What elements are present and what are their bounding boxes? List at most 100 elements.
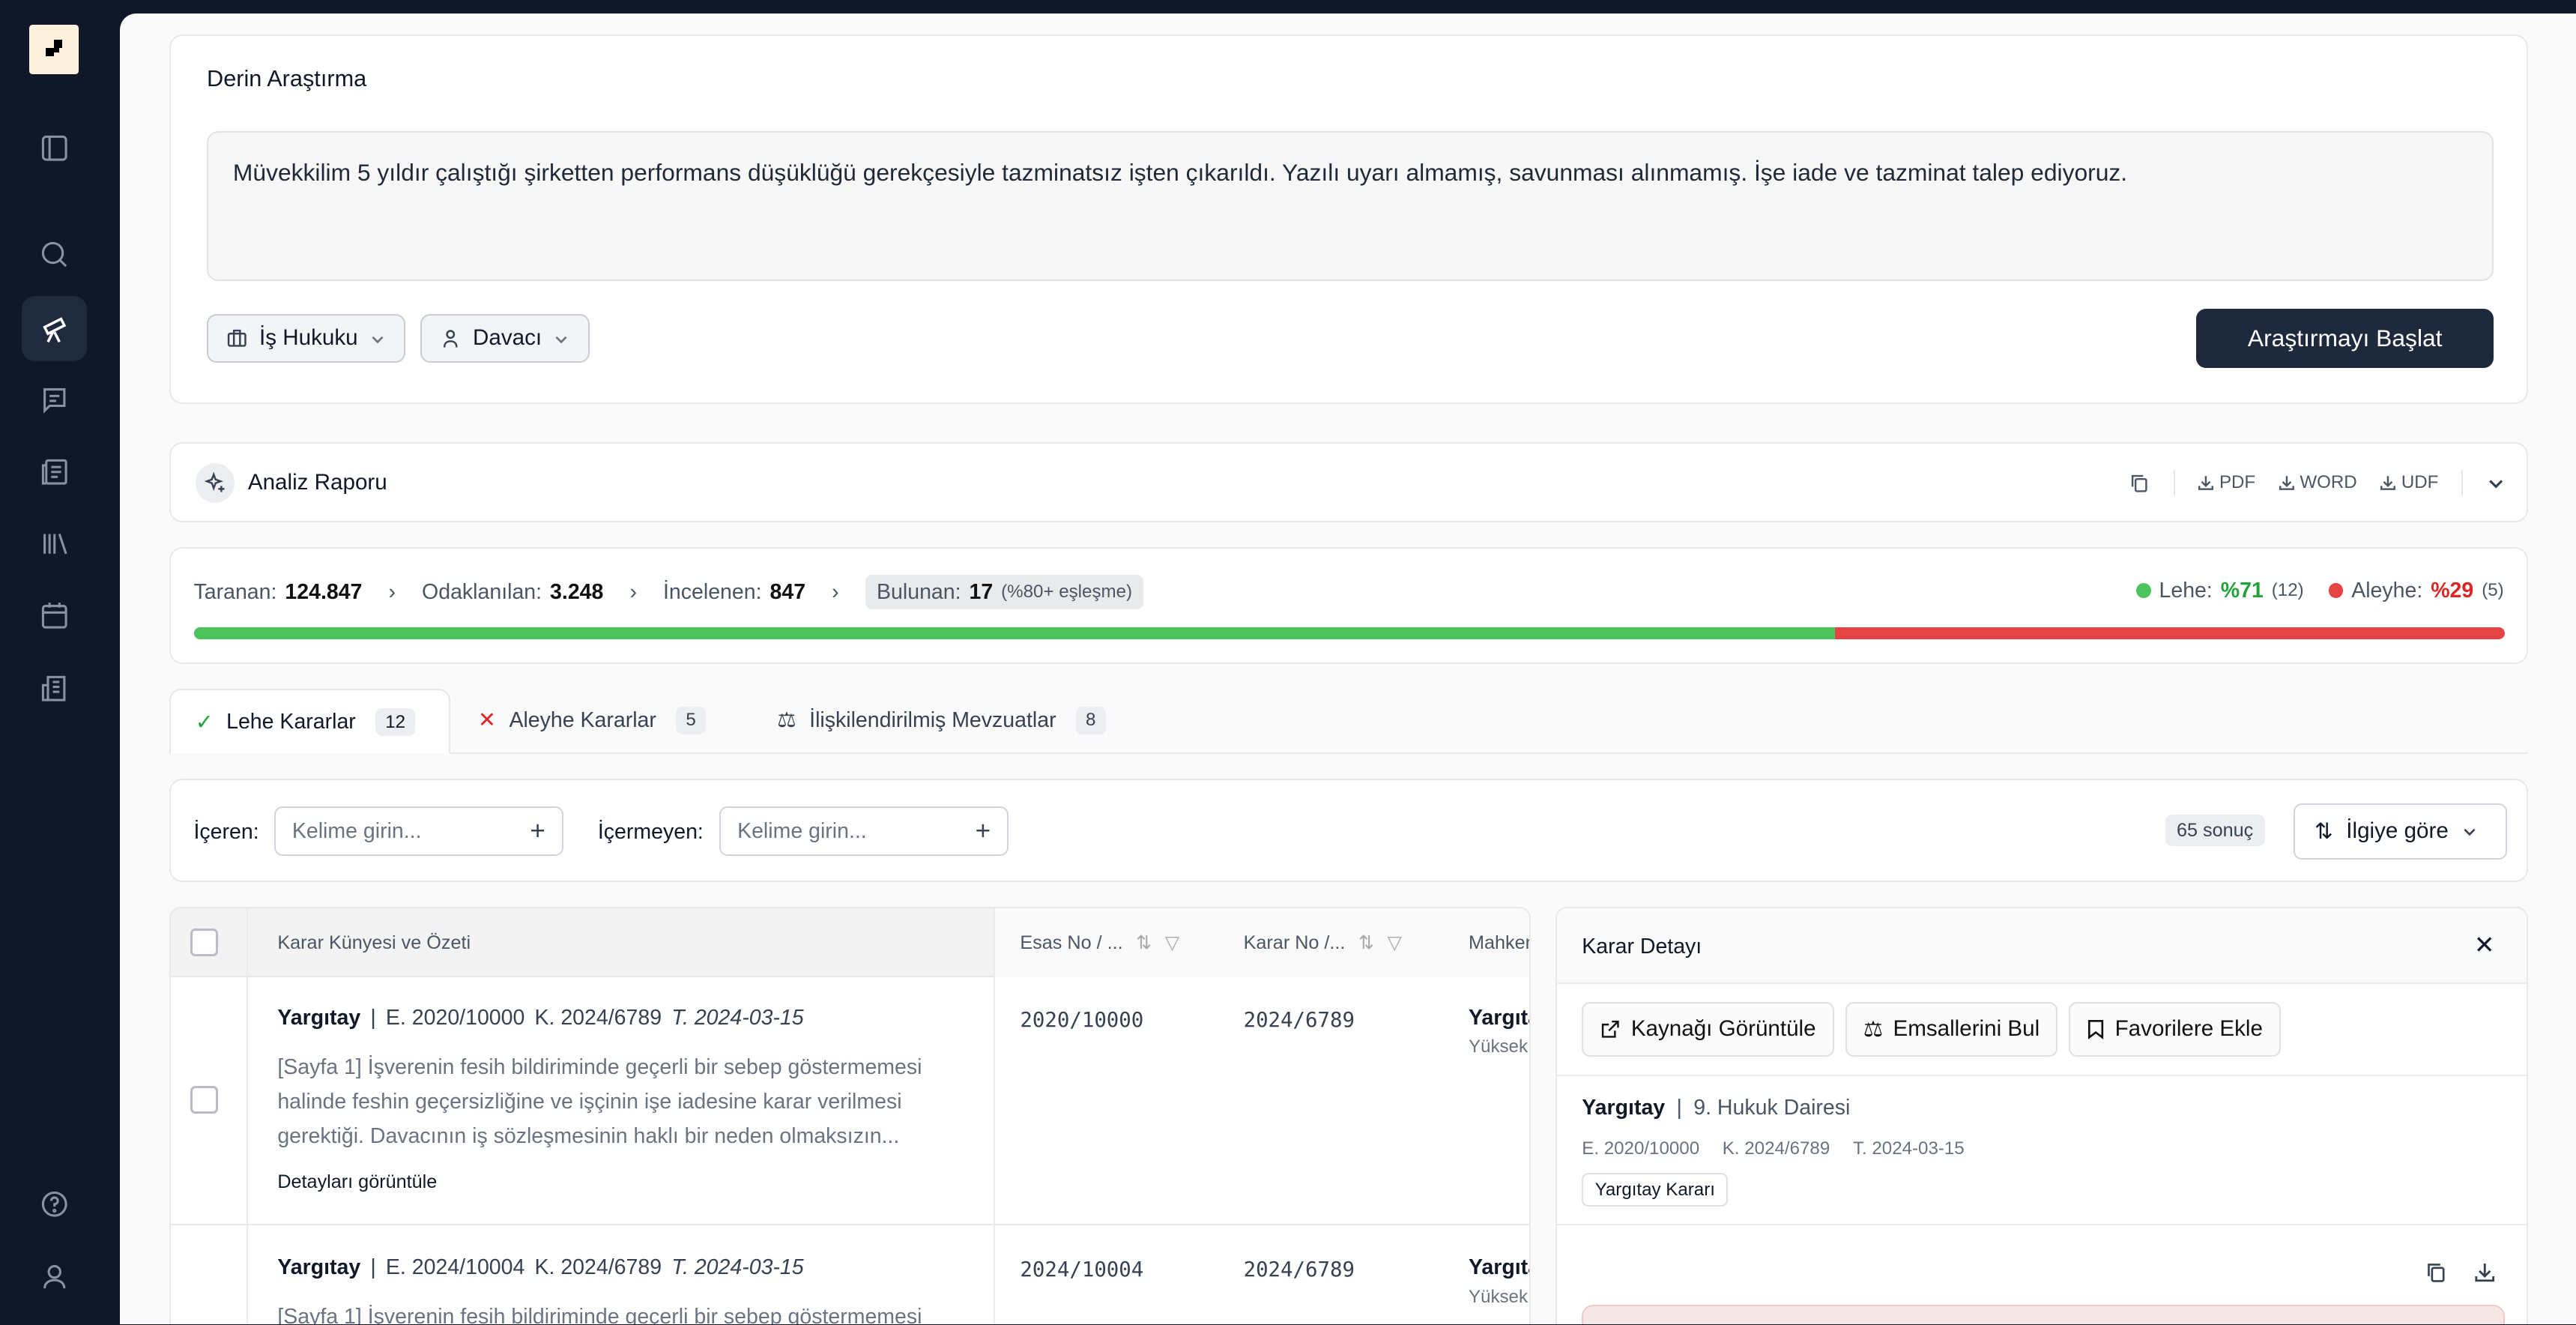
calendar-icon[interactable]: [22, 583, 88, 649]
found-note: (%80+ eşleşme): [1001, 582, 1133, 603]
chevron-down-icon: [372, 336, 384, 343]
plus-icon[interactable]: +: [530, 816, 545, 846]
row-esas: E. 2024/10004: [385, 1255, 525, 1279]
detail-chamber: 9. Hukuk Dairesi: [1693, 1096, 1851, 1120]
download-word-button[interactable]: WORD: [2279, 472, 2357, 493]
view-source-button[interactable]: Kaynağı Görüntüle: [1582, 1002, 1834, 1057]
download-icon[interactable]: [2474, 1261, 2496, 1284]
telescope-icon[interactable]: [21, 295, 88, 362]
download-udf-button[interactable]: UDF: [2380, 472, 2438, 493]
check-icon: ✓: [195, 710, 214, 734]
select-all-checkbox[interactable]: [190, 928, 219, 956]
row-court-type: Yüksek: [1468, 1286, 1529, 1307]
report-title: Analiz Raporu: [247, 469, 387, 495]
find-precedents-button[interactable]: ⚖ Emsallerini Bul: [1845, 1002, 2058, 1057]
find-precedents-label: Emsallerini Bul: [1893, 1016, 2040, 1042]
party-role-label: Davacı: [473, 325, 542, 351]
page-title: Derin Araştırma: [207, 65, 367, 92]
building-icon[interactable]: [22, 656, 88, 722]
search-icon[interactable]: [22, 222, 88, 288]
row-esas: E. 2020/10000: [385, 1005, 525, 1030]
app-logo[interactable]: [29, 24, 79, 74]
favor-count: (12): [2271, 580, 2304, 601]
download-icon: [2279, 476, 2294, 491]
filter-icon[interactable]: ▽: [1164, 932, 1180, 954]
table-row[interactable]: Yargıtay | E. 2020/10000 K. 2024/6789 T. …: [170, 977, 1530, 1226]
favor-against-bar: [193, 627, 2506, 639]
tab-label: İlişkilendirilmiş Mevzuatlar: [809, 707, 1056, 732]
download-icon: [2198, 476, 2214, 491]
scale-icon: ⚖: [1863, 1016, 1884, 1042]
row-summary: [Sayfa 1] İşverenin fesih bildiriminde g…: [277, 1054, 922, 1148]
download-icon: [2380, 476, 2396, 491]
copy-icon[interactable]: [2425, 1261, 2448, 1284]
exclude-placeholder: Kelime girin...: [737, 818, 867, 843]
pdf-label: PDF: [2219, 472, 2256, 493]
udf-label: UDF: [2401, 472, 2439, 493]
add-favorite-label: Favorilere Ekle: [2114, 1016, 2263, 1042]
library-icon[interactable]: [22, 511, 88, 577]
tab-count: 8: [1075, 706, 1106, 734]
row-karar-no: 2024/6789: [1243, 1009, 1355, 1033]
header-label: Esas No / ...: [1020, 932, 1123, 953]
header-karar[interactable]: Karar No /... ⇅ ▽: [1244, 908, 1402, 977]
close-icon[interactable]: ✕: [2473, 930, 2495, 959]
scale-icon: ⚖: [777, 708, 796, 733]
chevron-down-icon: [555, 336, 567, 343]
reviewed-value: 847: [770, 579, 806, 604]
include-label: İçeren:: [193, 819, 259, 844]
decision-detail-panel: Karar Detayı ✕ Kaynağı Görüntüle ⚖ Emsall…: [1555, 907, 2529, 1325]
view-details-link[interactable]: Detayları görüntüle: [277, 1171, 438, 1193]
row-court-type: Yüksek: [1468, 1036, 1529, 1057]
sort-icon[interactable]: ⇅: [1358, 932, 1375, 954]
tab-count: 12: [375, 708, 416, 736]
tab-related-legislation[interactable]: ⚖ İlişkilendirilmiş Mevzuatlar 8: [777, 706, 1106, 734]
documents-icon[interactable]: [22, 438, 88, 504]
bookmark-icon: [2088, 1020, 2104, 1040]
deep-research-card: Derin Araştırma Müvekkilim 5 yıldır çalı…: [169, 34, 2529, 405]
detail-esas: E. 2020/10000: [1582, 1138, 1700, 1159]
header-court: Mahkem: [1468, 932, 1530, 953]
add-favorite-button[interactable]: Favorilere Ekle: [2069, 1002, 2281, 1057]
table-row[interactable]: Yargıtay | E. 2024/10004 K. 2024/6789 T. …: [171, 1225, 1529, 1325]
row-karar: K. 2024/6789: [534, 1005, 662, 1030]
tab-against-decisions[interactable]: ✕ Aleyhe Kararlar 5: [478, 706, 706, 734]
view-source-label: Kaynağı Görüntüle: [1630, 1016, 1816, 1042]
main-content: Derin Araştırma Müvekkilim 5 yıldır çalı…: [120, 13, 2576, 1325]
decision-text-box: [1582, 1304, 2506, 1325]
sort-select[interactable]: ⇅ İlgiye göre: [2293, 803, 2507, 860]
results-table: Karar Künyesi ve Özeti Esas No / ... ⇅ ▽ K…: [169, 907, 1532, 1325]
query-textarea[interactable]: Müvekkilim 5 yıldır çalıştığı şirketten …: [207, 131, 2494, 281]
header-esas[interactable]: Esas No / ... ⇅ ▽: [1020, 908, 1179, 977]
tab-favor-decisions[interactable]: ✓ Lehe Kararlar 12: [169, 688, 450, 755]
download-pdf-button[interactable]: PDF: [2198, 472, 2255, 493]
favor-dot: [2135, 583, 2151, 598]
sort-icon[interactable]: ⇅: [1136, 932, 1152, 954]
user-icon[interactable]: [22, 1244, 88, 1310]
help-icon[interactable]: [22, 1171, 88, 1237]
row-date: T. 2024-03-15: [671, 1255, 804, 1279]
row-checkbox[interactable]: [190, 1086, 219, 1114]
chevron-down-icon[interactable]: [2486, 473, 2506, 492]
start-research-button[interactable]: Araştırmayı Başlat: [2196, 309, 2494, 368]
party-role-select[interactable]: Davacı: [420, 313, 590, 363]
sparkles-icon: [195, 463, 235, 503]
against-label: Aleyhe:: [2351, 578, 2423, 603]
row-court: Yargıtay: [277, 1005, 361, 1030]
chat-icon[interactable]: [22, 366, 88, 432]
sidebar-toggle-icon[interactable]: [22, 115, 88, 181]
sort-label: İlgiye göre: [2346, 818, 2449, 844]
exclude-input[interactable]: Kelime girin... +: [719, 806, 1009, 857]
copy-icon[interactable]: [2129, 472, 2150, 494]
decision-type-badge: Yargıtay Kararı: [1582, 1173, 1729, 1207]
include-input[interactable]: Kelime girin... +: [273, 806, 563, 857]
tab-label: Lehe Kararlar: [226, 710, 356, 734]
focused-value: 3.248: [550, 579, 604, 604]
law-area-select[interactable]: İş Hukuku: [207, 313, 405, 363]
plus-icon[interactable]: +: [975, 816, 991, 846]
row-summary: [Sayfa 1] İşverenin fesih bildiriminde g…: [277, 1305, 922, 1325]
filter-icon[interactable]: ▽: [1387, 932, 1403, 954]
scanned-value: 124.847: [285, 579, 363, 604]
filter-card: İçeren: Kelime girin... + İçermeyen: Keli…: [169, 779, 2529, 883]
stats-card: Taranan: 124.847 › Odaklanılan: 3.248 › İn…: [169, 547, 2529, 664]
